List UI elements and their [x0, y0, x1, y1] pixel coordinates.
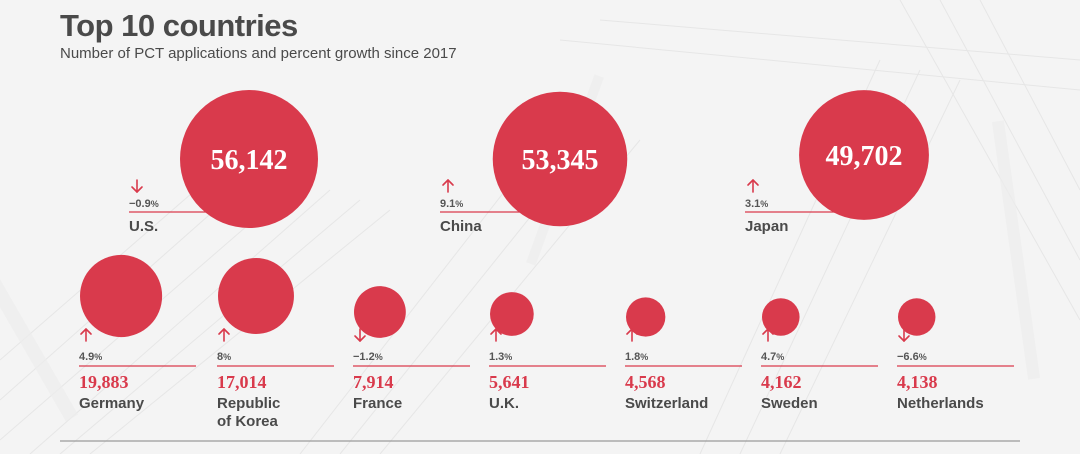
growth-arrow-germany [80, 328, 92, 342]
country-label-china: China [440, 218, 482, 235]
chart-title: Top 10 countries [60, 8, 298, 43]
country-label-netherlands: Netherlands [897, 395, 984, 412]
country-label-sweden: Sweden [761, 395, 818, 412]
value-label-sweden: 4,162 [761, 372, 802, 392]
growth-label-switzerland: 1.8% [625, 351, 648, 363]
bubble-republic-of-korea [218, 258, 294, 334]
growth-arrow-netherlands [898, 328, 910, 342]
growth-label-france: −1.2% [353, 351, 383, 363]
bubble-netherlands [898, 298, 936, 336]
growth-label-republic-of-korea: 8% [217, 351, 231, 363]
growth-label-u-s: −0.9% [129, 198, 159, 210]
growth-arrow-france [354, 328, 366, 342]
country-label-france: France [353, 395, 402, 412]
value-label-u-k: 5,641 [489, 372, 530, 392]
growth-arrow-republic-of-korea-head [218, 328, 230, 335]
bubble-china [492, 91, 628, 227]
country-label-u-k: U.K. [489, 395, 519, 412]
value-label-japan: 49,702 [826, 141, 903, 172]
growth-arrow-japan-head [747, 179, 759, 186]
growth-arrow-netherlands-head [898, 335, 910, 342]
country-label-switzerland: Switzerland [625, 395, 708, 412]
growth-label-sweden: 4.7% [761, 351, 784, 363]
value-label-netherlands: 4,138 [897, 372, 938, 392]
bubble-sweden [762, 298, 800, 336]
country-label-germany: Germany [79, 395, 145, 412]
value-label-china: 53,345 [522, 145, 599, 176]
value-label-germany: 19,883 [79, 372, 129, 392]
growth-arrow-china-head [442, 179, 454, 186]
growth-arrow-u-s-head [131, 186, 143, 193]
growth-arrow-sweden [762, 328, 774, 342]
growth-arrow-japan [747, 179, 759, 193]
value-label-switzerland: 4,568 [625, 372, 666, 392]
country-label-u-s: U.S. [129, 218, 158, 235]
growth-arrow-sweden-head [762, 328, 774, 335]
growth-label-netherlands: −6.6% [897, 351, 927, 363]
value-label-france: 7,914 [353, 372, 394, 392]
country-label-republic-of-korea-2: of Korea [217, 413, 279, 430]
bubble-france [354, 286, 406, 338]
growth-arrow-switzerland [626, 328, 638, 342]
bubble-switzerland [626, 297, 666, 337]
growth-arrow-u-k-head [490, 328, 502, 335]
growth-arrow-france-head [354, 335, 366, 342]
growth-label-japan: 3.1% [745, 198, 768, 210]
growth-arrow-germany-head [80, 328, 92, 335]
bubble-u-k [490, 292, 534, 336]
growth-arrow-republic-of-korea [218, 328, 230, 342]
growth-label-u-k: 1.3% [489, 351, 512, 363]
bubble-japan [799, 90, 929, 220]
growth-label-germany: 4.9% [79, 351, 102, 363]
country-label-republic-of-korea-1: Republic [217, 395, 280, 412]
value-label-republic-of-korea: 17,014 [217, 372, 267, 392]
bubble-u-s [180, 90, 318, 228]
country-label-japan: Japan [745, 218, 788, 235]
growth-arrow-switzerland-head [626, 328, 638, 335]
growth-arrow-china [442, 179, 454, 193]
value-label-u-s: 56,142 [211, 145, 288, 176]
growth-arrow-u-k [490, 328, 502, 342]
bubble-germany [80, 254, 163, 338]
chart-subtitle: Number of PCT applications and percent g… [60, 45, 457, 62]
growth-arrow-u-s [131, 179, 143, 193]
growth-label-china: 9.1% [440, 198, 463, 210]
